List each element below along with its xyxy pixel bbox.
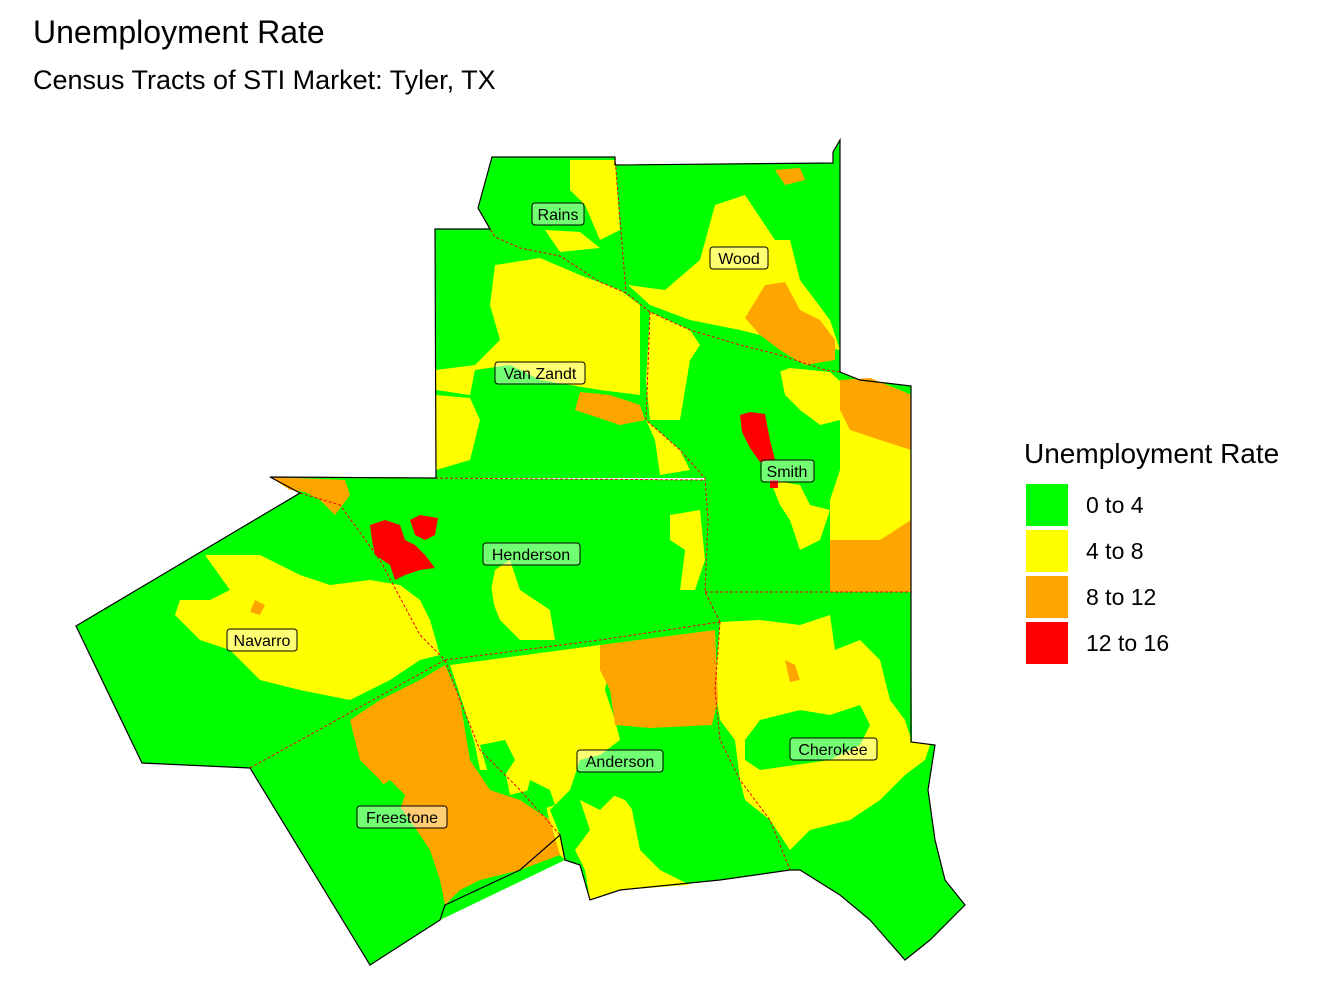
svg-text:Van Zandt: Van Zandt: [504, 366, 577, 383]
legend-label: 0 to 4: [1086, 492, 1144, 518]
map-subtitle: Census Tracts of STI Market: Tyler, TX: [33, 65, 496, 95]
county-label-rains: Rains: [531, 202, 585, 226]
svg-text:Freestone: Freestone: [366, 810, 438, 827]
county-label-smith: Smith: [760, 459, 815, 483]
legend-item-0-to-4: 0 to 4: [1026, 484, 1286, 528]
map-title: Unemployment Rate: [33, 14, 325, 50]
county-label-navarro: Navarro: [226, 628, 298, 652]
county-labels: Rains Wood Van Zandt Smith Henderson Nav…: [226, 202, 878, 829]
county-label-van-zandt: Van Zandt: [494, 361, 586, 385]
legend-label: 12 to 16: [1086, 630, 1170, 656]
legend-item-8-to-12: 8 to 12: [1026, 576, 1286, 620]
legend-item-12-to-16: 12 to 16: [1026, 622, 1286, 666]
tracts-0-to-4-inner: [375, 345, 870, 880]
legend-item-4-to-8: 4 to 8: [1026, 530, 1286, 574]
svg-text:Cherokee: Cherokee: [798, 742, 867, 759]
svg-text:Henderson: Henderson: [492, 547, 570, 564]
tracts-12-to-16: [370, 412, 778, 580]
svg-text:Smith: Smith: [767, 464, 808, 481]
county-label-anderson: Anderson: [576, 749, 664, 773]
map-legend: Unemployment Rate 0 to 4 4 to 8 8 to 12 …: [1024, 436, 1324, 664]
legend-label: 4 to 8: [1086, 538, 1144, 564]
legend-swatch: [1026, 622, 1068, 664]
market-boundary: [75, 137, 966, 966]
county-label-wood: Wood: [709, 246, 769, 270]
legend-swatch: [1026, 576, 1068, 618]
svg-text:Wood: Wood: [718, 251, 760, 268]
legend-label: 8 to 12: [1086, 584, 1157, 610]
county-label-freestone: Freestone: [356, 805, 448, 829]
tracts-8-to-12: [250, 168, 911, 905]
county-label-henderson: Henderson: [482, 542, 581, 566]
svg-text:Anderson: Anderson: [586, 754, 655, 771]
county-label-cherokee: Cherokee: [789, 737, 878, 761]
legend-swatch: [1026, 530, 1068, 572]
legend-swatch: [1026, 484, 1068, 526]
legend-title: Unemployment Rate: [1024, 438, 1280, 469]
svg-text:Rains: Rains: [538, 207, 579, 224]
svg-text:Navarro: Navarro: [234, 633, 291, 650]
